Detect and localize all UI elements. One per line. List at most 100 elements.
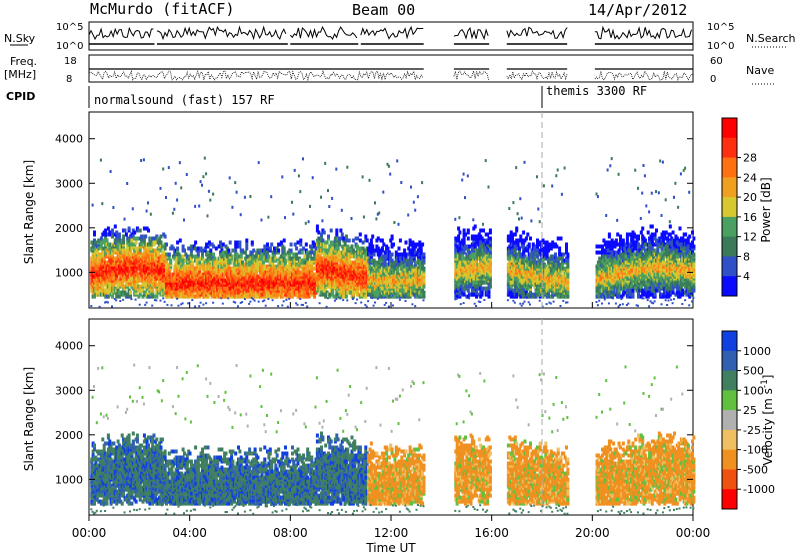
power-colorbar-label-5: 24 bbox=[743, 171, 757, 184]
power-colorbar-label-6: 28 bbox=[743, 152, 757, 165]
cpid-label: CPID bbox=[6, 90, 35, 103]
noise-trace-3 bbox=[360, 25, 424, 40]
power-data-cells bbox=[90, 156, 696, 308]
x-tick-label-2: 08:00 bbox=[273, 526, 308, 540]
noise-right-tick-bottom: 10^0 bbox=[707, 41, 734, 52]
velocity-colorbar-label-end: ] bbox=[761, 375, 775, 380]
velocity-colorbar-label-sup: -1 bbox=[760, 379, 770, 388]
power-ytick-label-2: 3000 bbox=[55, 177, 83, 190]
x-axis-label: Time UT bbox=[365, 541, 416, 554]
velocity-colorbar-frame bbox=[721, 330, 738, 510]
noise-left-tick-top: 10^5 bbox=[56, 22, 83, 33]
velocity-colorbar-label-main: Velocity [m s bbox=[761, 388, 775, 465]
date-title: 14/Apr/2012 bbox=[588, 1, 687, 19]
velocity-colorbar-label-0: 1000 bbox=[743, 345, 771, 358]
power-ylabel: Slant Range [km] bbox=[22, 160, 36, 264]
noise-right-label: N.Search bbox=[746, 32, 796, 45]
power-ytick-label-3: 4000 bbox=[55, 133, 83, 146]
velocity-colorbar-swatch-1 bbox=[722, 350, 737, 372]
velocity-ytick-label-2: 3000 bbox=[55, 384, 83, 397]
nave-right-label: Nave bbox=[746, 64, 774, 77]
freq-left-label: Freq. bbox=[10, 55, 37, 68]
nave-trace-3 bbox=[594, 70, 694, 81]
power-panel: 1000 2000 3000 4000 Slant Range [km] bbox=[22, 111, 696, 309]
power-colorbar: 4 8 12 16 20 24 28 bbox=[721, 117, 757, 297]
power-colorbar-frame bbox=[721, 117, 738, 297]
velocity-colorbar-label-1: 500 bbox=[743, 365, 764, 378]
velocity-y-ticks: 1000 2000 3000 4000 bbox=[55, 340, 693, 486]
power-ytick-label-1: 2000 bbox=[55, 222, 83, 235]
noise-trace-0 bbox=[88, 26, 154, 41]
noise-trace-4 bbox=[453, 26, 489, 41]
velocity-panel: 1000 2000 3000 4000 Slant Range [km] bbox=[22, 318, 696, 516]
power-colorbar-label: Power [dB] bbox=[759, 177, 773, 242]
power-ytick-label-0: 1000 bbox=[55, 266, 83, 279]
velocity-ylabel: Slant Range [km] bbox=[22, 367, 36, 471]
power-colorbar-swatch-2 bbox=[722, 157, 737, 178]
nave-trace-1 bbox=[453, 69, 489, 80]
beam-title: Beam 00 bbox=[352, 1, 415, 19]
velocity-colorbar-label-3: 25 bbox=[743, 404, 757, 417]
velocity-colorbar-swatch-4 bbox=[722, 410, 737, 431]
nave-right-tick-top: 60 bbox=[710, 56, 723, 67]
velocity-colorbar-label-6: -500 bbox=[743, 463, 768, 476]
power-colorbar-label-2: 12 bbox=[743, 231, 757, 244]
velocity-ytick-label-1: 2000 bbox=[55, 429, 83, 442]
nave-right-tick-bottom: 0 bbox=[710, 74, 716, 85]
cpid-entry-2: themis 3300 RF bbox=[546, 84, 647, 98]
freq-left-unit: [MHz] bbox=[4, 68, 36, 81]
cpid-entry-1: normalsound (fast) 157 RF bbox=[94, 93, 275, 107]
velocity-colorbar-label-5: -100 bbox=[743, 444, 768, 457]
noise-left-label: N.Sky bbox=[4, 32, 36, 45]
velocity-colorbar-swatch-8 bbox=[722, 489, 737, 510]
noise-trace-2 bbox=[289, 25, 358, 40]
power-colorbar-label-0: 4 bbox=[743, 270, 750, 283]
velocity-ytick-label-0: 1000 bbox=[55, 473, 83, 486]
freq-left-tick-bottom: 8 bbox=[66, 74, 72, 85]
velocity-colorbar-swatch-5 bbox=[722, 429, 737, 451]
nave-trace-0 bbox=[88, 69, 424, 82]
noise-trace-6 bbox=[594, 25, 692, 40]
frequency-traces bbox=[88, 68, 694, 82]
velocity-colorbar-swatch-0 bbox=[722, 331, 737, 352]
x-axis-ticks: 00:00 04:00 08:00 12:00 16:00 20:00 00:00 bbox=[72, 302, 711, 540]
noise-trace-5 bbox=[506, 26, 568, 40]
x-tick-label-4: 16:00 bbox=[474, 526, 509, 540]
x-tick-label-3: 12:00 bbox=[374, 526, 409, 540]
freq-left-tick-top: 18 bbox=[64, 56, 77, 67]
x-tick-label-0: 00:00 bbox=[72, 526, 107, 540]
power-colorbar-swatch-3 bbox=[722, 177, 737, 198]
x-tick-label-6: 00:00 bbox=[676, 526, 711, 540]
station-title: McMurdo (fitACF) bbox=[90, 0, 235, 18]
velocity-colorbar-label: Velocity [m s-1] bbox=[760, 375, 775, 466]
velocity-colorbar-swatch-3 bbox=[722, 390, 737, 411]
velocity-colorbar-label-7: -1000 bbox=[743, 483, 775, 496]
x-tick-label-5: 20:00 bbox=[575, 526, 610, 540]
power-colorbar-label-3: 16 bbox=[743, 211, 757, 224]
power-colorbar-swatch-4 bbox=[722, 197, 737, 218]
velocity-colorbar-swatch-2 bbox=[722, 370, 737, 391]
power-colorbar-swatch-1 bbox=[722, 137, 737, 159]
velocity-colorbar-label-4: -25 bbox=[743, 424, 761, 437]
frequency-panel: Freq. [MHz] 18 8 60 0 Nave bbox=[4, 54, 774, 85]
velocity-data-cells bbox=[90, 363, 696, 515]
noise-right-tick-top: 10^5 bbox=[707, 22, 734, 33]
velocity-colorbar-swatch-6 bbox=[722, 449, 737, 470]
power-colorbar-label-4: 20 bbox=[743, 191, 757, 204]
velocity-colorbar-label-2: 100 bbox=[743, 384, 764, 397]
nave-trace-2 bbox=[506, 70, 568, 81]
cpid-panel: CPID normalsound (fast) 157 RF themis 33… bbox=[6, 84, 647, 108]
noise-traces bbox=[88, 25, 693, 45]
noise-trace-1 bbox=[156, 25, 287, 41]
x-tick-label-1: 04:00 bbox=[172, 526, 207, 540]
velocity-colorbar: 1000 500 100 25 -25 -100 -500 -1000 bbox=[721, 330, 775, 510]
power-colorbar-swatch-5 bbox=[722, 216, 737, 238]
power-colorbar-swatch-8 bbox=[722, 276, 737, 297]
noise-panel: N.Sky 10^5 10^0 10^5 10^0 N.Search bbox=[4, 21, 796, 52]
power-colorbar-label-1: 8 bbox=[743, 250, 750, 263]
velocity-colorbar-swatch-7 bbox=[722, 469, 737, 490]
power-colorbar-swatch-7 bbox=[722, 256, 737, 277]
noise-left-tick-bottom: 10^0 bbox=[56, 41, 83, 52]
power-colorbar-swatch-6 bbox=[722, 236, 737, 257]
